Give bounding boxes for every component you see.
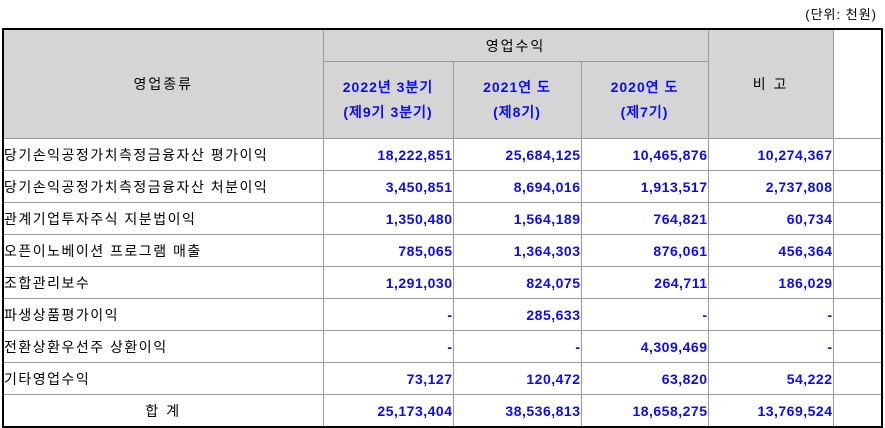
value-cell: - (322, 330, 454, 363)
value-cell: 1,291,030 (322, 266, 454, 299)
table-row: 당기손익공정가치측정금융자산 처분이익 3,450,851 8,694,016 … (2, 170, 883, 203)
value-cell: 285,633 (452, 298, 582, 331)
table-row: 관계기업투자주식 지분법이익 1,350,480 1,564,189 764,8… (2, 202, 883, 235)
table-row: 오픈이노베이션 프로그램 매출 785,065 1,364,303 876,06… (2, 234, 883, 267)
period-header-2021: 2021연 도 (제8기) (452, 61, 582, 139)
value-cell: - (707, 298, 834, 331)
value-cell: 764,821 (580, 202, 709, 235)
remarks-column-header: 비 고 (707, 28, 834, 139)
value-cell: - (322, 298, 454, 331)
value-cell: 186,029 (707, 266, 834, 299)
row-label: 전환상환우선주 상환이익 (2, 330, 324, 363)
table-body: 당기손익공정가치측정금융자산 평가이익 18,222,851 25,684,12… (2, 138, 883, 428)
value-cell: 1,564,189 (452, 202, 582, 235)
period-header-2020: 2020연 도 (제7기) (580, 61, 709, 139)
value-cell: 10,274,367 (707, 138, 834, 171)
table-header: 영업종류 영업수익 비 고 2022년 3분기 (제9기 3분기) 2021연 … (2, 28, 882, 139)
row-label: 기타영업수익 (2, 362, 324, 395)
header-group-row: 영업종류 영업수익 비 고 (2, 28, 882, 139)
row-label: 당기손익공정가치측정금융자산 평가이익 (2, 138, 324, 171)
revenue-group-header: 영업수익 (322, 28, 709, 62)
remark-cell (832, 138, 883, 171)
value-cell: 73,127 (322, 362, 454, 395)
period-header-line1: 2020연 도 (610, 79, 679, 95)
row-label: 파생상품평가이익 (2, 298, 324, 331)
remark-cell (832, 330, 883, 363)
remark-cell (832, 362, 883, 395)
value-cell: 54,222 (707, 362, 834, 395)
value-cell: 876,061 (580, 234, 709, 267)
value-cell: 63,820 (580, 362, 709, 395)
value-cell: - (707, 330, 834, 363)
value-cell: 10,465,876 (580, 138, 709, 171)
period-header-line2: (제7기) (620, 104, 669, 120)
value-cell: 785,065 (322, 234, 454, 267)
value-cell: 18,658,275 (580, 394, 709, 428)
remark-cell (832, 234, 883, 267)
category-column-header: 영업종류 (2, 28, 324, 139)
unit-note: (단위: 천원) (805, 7, 877, 22)
value-cell: 2,737,808 (707, 170, 834, 203)
value-cell: 3,450,851 (322, 170, 454, 203)
period-header-line2: (제8기) (493, 104, 541, 120)
value-cell: 18,222,851 (322, 138, 454, 171)
remark-cell (832, 170, 883, 203)
remark-cell (832, 298, 883, 331)
remark-cell (832, 394, 883, 428)
row-label: 당기손익공정가치측정금융자산 처분이익 (2, 170, 324, 203)
remark-cell (832, 202, 883, 235)
value-cell: 60,734 (707, 202, 834, 235)
row-label: 조합관리보수 (2, 266, 324, 299)
value-cell: - (452, 330, 582, 363)
value-cell: 8,694,016 (452, 170, 582, 203)
row-label: 오픈이노베이션 프로그램 매출 (2, 234, 324, 267)
period-header-2022-q3: 2022년 3분기 (제9기 3분기) (322, 61, 454, 139)
value-cell: 120,472 (452, 362, 582, 395)
header-period-row: 2022년 3분기 (제9기 3분기) 2021연 도 (제8기) 2020연 … (3, 61, 882, 139)
total-row-label: 합 계 (2, 394, 324, 428)
revenue-table: 영업종류 영업수익 비 고 2022년 3분기 (제9기 3분기) 2021연 … (2, 28, 883, 428)
value-cell: 13,769,524 (707, 394, 834, 428)
value-cell: 824,075 (452, 266, 582, 299)
value-cell: 25,173,404 (322, 394, 454, 428)
value-cell: 1,364,303 (452, 234, 582, 267)
period-header-line1: 2022년 3분기 (342, 79, 434, 95)
table-row-total: 합 계 25,173,404 38,536,813 18,658,275 13,… (2, 394, 883, 428)
table-row: 전환상환우선주 상환이익 - - 4,309,469 - (2, 330, 883, 363)
row-label: 관계기업투자주식 지분법이익 (2, 202, 324, 235)
period-header-line2: (제9기 3분기) (343, 104, 433, 120)
period-header-line1: 2021연 도 (483, 79, 551, 95)
value-cell: - (580, 298, 709, 331)
value-cell: 4,309,469 (580, 330, 709, 363)
table-row: 당기손익공정가치측정금융자산 평가이익 18,222,851 25,684,12… (2, 138, 883, 171)
table-row: 조합관리보수 1,291,030 824,075 264,711 186,029 (2, 266, 883, 299)
value-cell: 25,684,125 (452, 138, 582, 171)
value-cell: 1,350,480 (322, 202, 454, 235)
table-row: 기타영업수익 73,127 120,472 63,820 54,222 (2, 362, 883, 395)
table-row: 파생상품평가이익 - 285,633 - - (2, 298, 883, 331)
remark-cell (832, 266, 883, 299)
value-cell: 456,364 (707, 234, 834, 267)
value-cell: 264,711 (580, 266, 709, 299)
value-cell: 38,536,813 (452, 394, 582, 428)
value-cell: 1,913,517 (580, 170, 709, 203)
